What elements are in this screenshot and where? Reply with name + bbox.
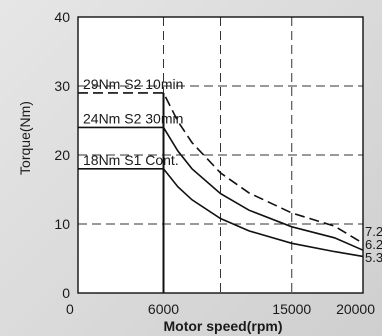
- plot-frame: [77, 16, 364, 294]
- plot-border: [77, 16, 364, 294]
- x-tick-label: 0: [66, 301, 74, 317]
- x-axis-title: Motor speed(rpm): [164, 318, 283, 334]
- series-name-label: 29Nm S2 10min: [83, 76, 183, 92]
- series-end-value: 6.2: [365, 237, 382, 252]
- y-tick-label: 20: [54, 147, 70, 163]
- x-tick-label: 20000: [336, 301, 375, 317]
- curve-labels: 29Nm S2 10min 24Nm S2 30min 18Nm S1 Cont. 7…: [83, 76, 382, 265]
- series-name-label: 18Nm S1 Cont.: [83, 152, 179, 168]
- y-tick-label: 10: [54, 216, 70, 232]
- series-line-2: [78, 126, 364, 251]
- y-tick-label: 40: [54, 9, 70, 25]
- tick-labels: 0 10 20 30 40 0 6000 15000 20000: [54, 9, 375, 317]
- series-end-value: 7.2: [365, 224, 382, 239]
- y-tick-label: 30: [54, 78, 70, 94]
- y-axis-title: Torque(Nm): [17, 101, 33, 175]
- x-tick-label: 15000: [272, 301, 311, 317]
- curves: [78, 92, 364, 293]
- series-line-3: [78, 168, 364, 258]
- y-tick-label: 0: [62, 285, 70, 301]
- x-tick-label: 6000: [148, 301, 179, 317]
- series-name-label: 24Nm S2 30min: [83, 110, 183, 126]
- series-line-1: [78, 92, 364, 244]
- series-end-value: 5.3: [365, 250, 382, 265]
- grid-lines: [78, 17, 363, 293]
